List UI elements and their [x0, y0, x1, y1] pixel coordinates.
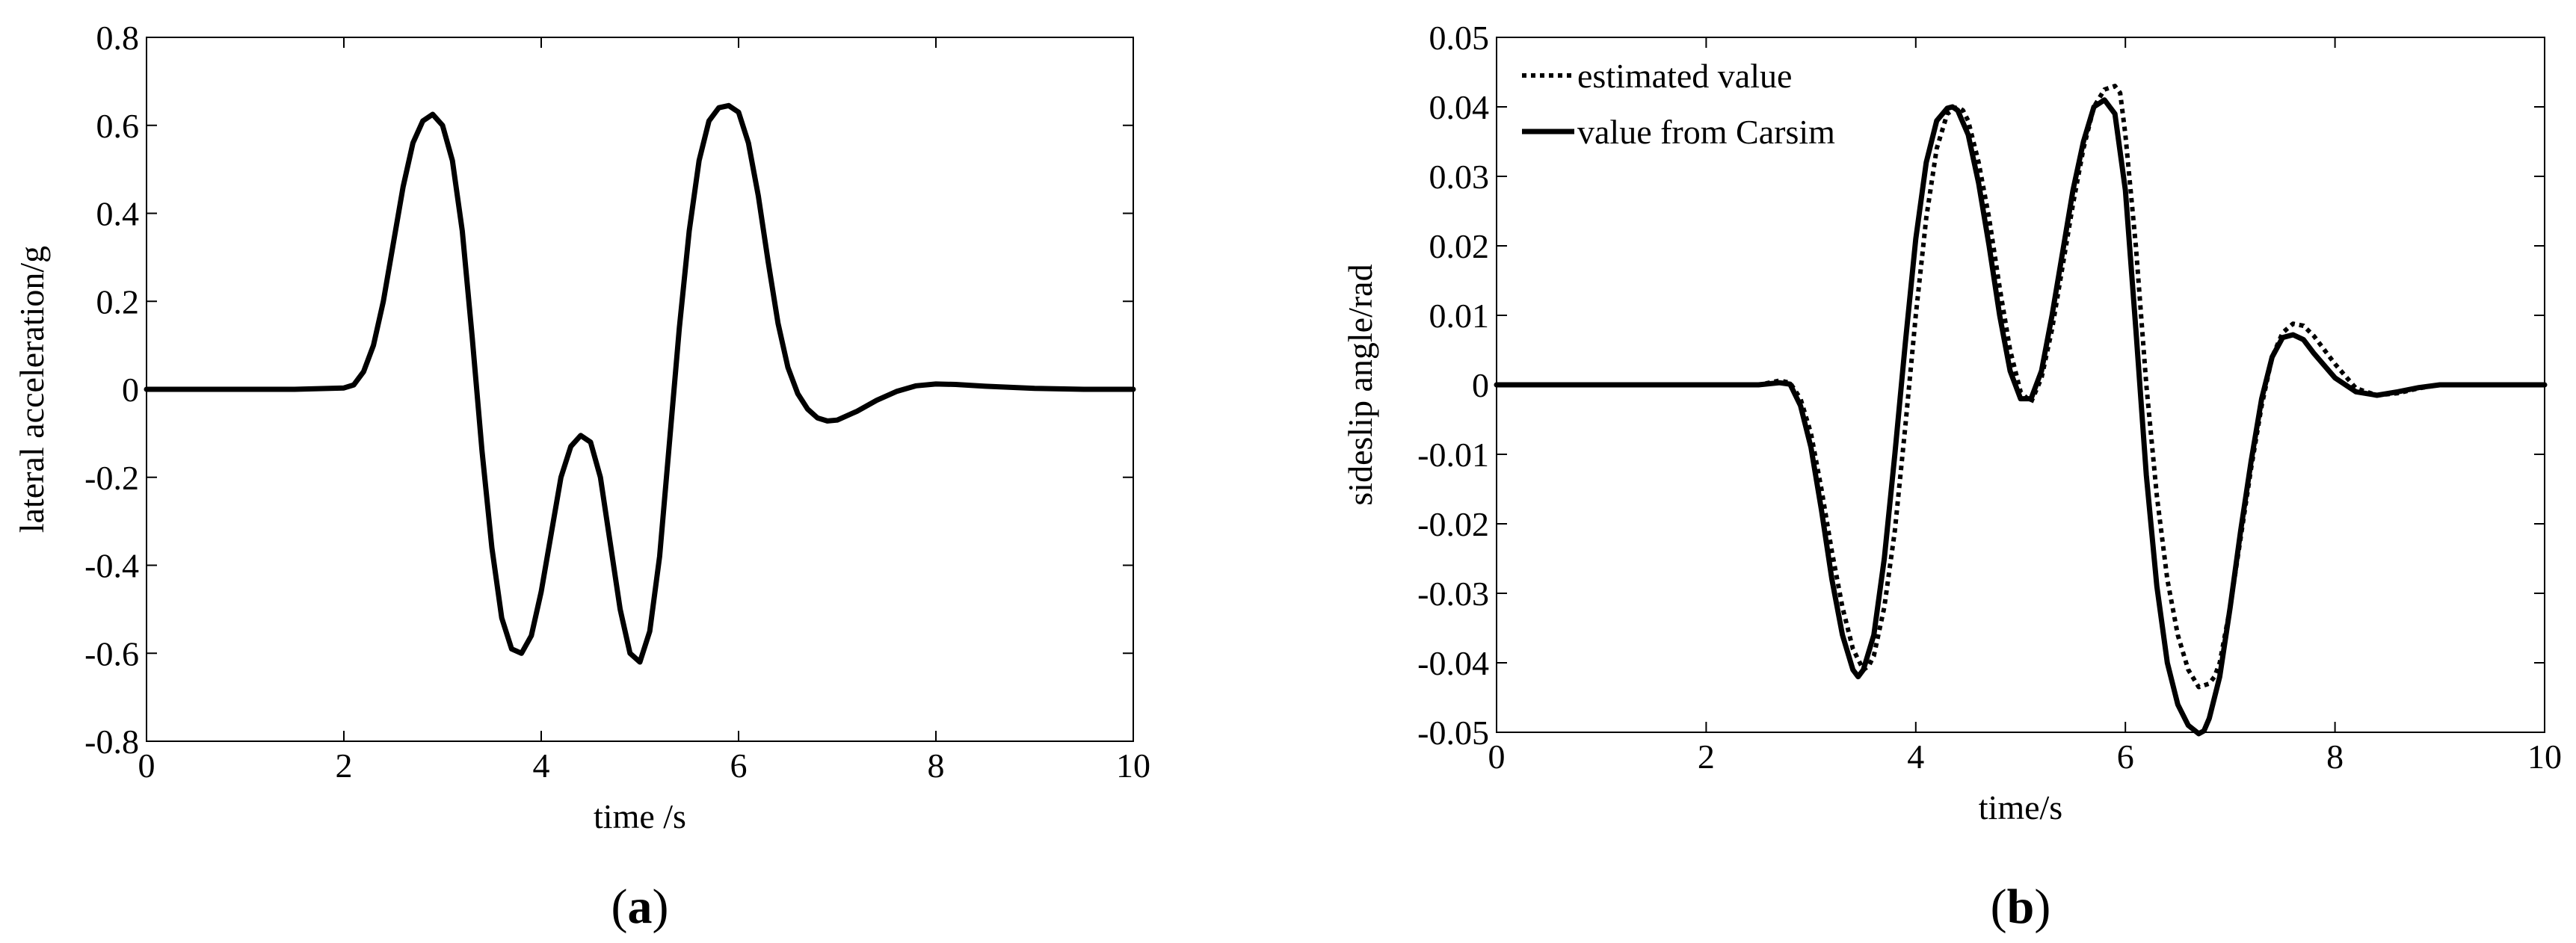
y-tick-label: 0: [122, 371, 139, 409]
x-tick-label: 10: [1116, 746, 1150, 785]
y-tick-label: -0.04: [1417, 644, 1489, 682]
y-tick-label: 0.4: [96, 195, 140, 233]
panel-caption: (b): [1991, 879, 2051, 934]
y-tick-label: 0: [1472, 366, 1489, 404]
x-tick-label: 10: [2527, 738, 2562, 776]
y-axis-label: lateral acceleration/g: [13, 246, 51, 533]
legend-label: estimated value: [1577, 57, 1792, 95]
y-tick-label: -0.01: [1417, 436, 1489, 474]
x-tick-label: 2: [1698, 738, 1715, 776]
x-tick-label: 0: [1488, 738, 1506, 776]
panel-caption: (a): [611, 879, 669, 934]
y-tick-label: -0.02: [1417, 505, 1489, 543]
y-tick-label: -0.03: [1417, 575, 1489, 613]
y-tick-label: 0.03: [1429, 158, 1490, 196]
chart-panel-b: 0 2 4 6 8 10 -0.05 -0.04 -0.03 -0.02 -0.01 0 0.01 0.0…: [1341, 19, 2562, 934]
y-tick-label: -0.6: [84, 634, 139, 673]
x-tick-label: 4: [1907, 738, 1924, 776]
y-tick-label: -0.2: [84, 459, 139, 497]
x-tick-label: 8: [928, 746, 945, 785]
x-tick-label: 4: [533, 746, 550, 785]
y-tick-label: 0.05: [1429, 19, 1490, 57]
y-tick-label: 0.02: [1429, 227, 1490, 265]
x-tick-label: 6: [730, 746, 748, 785]
y-tick-label: 0.04: [1429, 88, 1490, 126]
x-tick-label: 2: [336, 746, 353, 785]
y-tick-label: 0.8: [96, 19, 140, 57]
x-tick-label: 6: [2117, 738, 2134, 776]
x-tick-label: 0: [138, 746, 155, 785]
series-line-panel-1-1: [144, 102, 1136, 665]
y-tick-label: -0.4: [84, 547, 139, 585]
legend-label: value from Carsim: [1577, 113, 1835, 151]
x-tick-label: 8: [2326, 738, 2344, 776]
y-tick-label: 0.6: [96, 107, 140, 145]
series-line-value-from-carsim: [1494, 97, 2548, 737]
x-axis-label: time /s: [594, 797, 686, 835]
chart-panel-a: 0 2 4 6 8 10 -0.8 -0.6 -0.4 -0.2 0 0.2 0.4 0.6 0.8 time…: [13, 19, 1150, 934]
y-tick-label: 0.01: [1429, 297, 1490, 335]
y-tick-label: -0.05: [1417, 714, 1489, 752]
y-tick-label: 0.2: [96, 282, 140, 321]
y-axis-label: sideslip angle/rad: [1341, 264, 1379, 505]
y-tick-label: -0.8: [84, 723, 139, 761]
x-axis-label: time/s: [1979, 788, 2062, 826]
